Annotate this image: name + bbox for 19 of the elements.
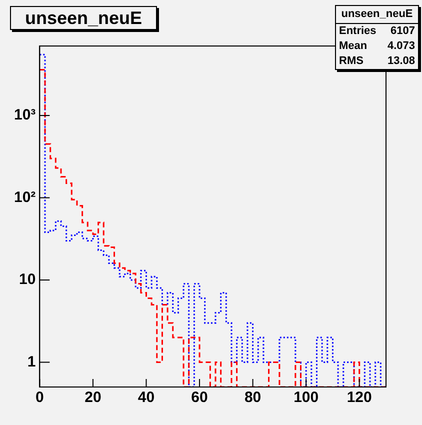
x-tick-label: 120 [346,389,372,406]
y-tick-label: 10³ [14,106,36,124]
x-tick-label: 40 [138,389,155,406]
chart-title: unseen_neuE [10,6,157,30]
y-tick-label: 10² [14,188,36,206]
x-tick-label: 0 [36,389,44,406]
y-tick-label: 10 [18,271,36,288]
x-tick-label: 80 [244,389,262,406]
x-tick-label: 20 [84,389,102,406]
y-tick-label: 1 [27,353,36,370]
annotation: RMS [339,54,364,69]
x-tick-label: 100 [294,389,319,406]
annotation: Mean [339,39,368,54]
text: 6107 [390,24,415,39]
text: 13.08 [387,54,415,69]
x-tick-label: 60 [191,389,208,406]
text: unseen_neuE [336,6,418,24]
text: Entries [339,24,376,39]
text: 4.073 [387,39,415,54]
